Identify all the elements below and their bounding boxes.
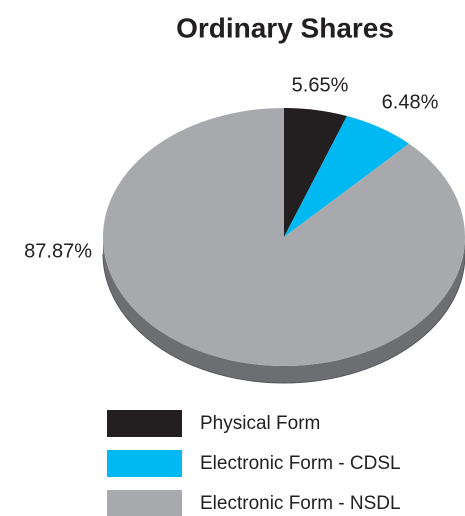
pie-side-edge bbox=[102, 253, 465, 384]
chart-title: Ordinary Shares bbox=[176, 12, 394, 43]
data-label: 6.48% bbox=[382, 91, 439, 113]
legend-swatch bbox=[107, 410, 182, 437]
legend-label: Physical Form bbox=[200, 413, 320, 434]
legend-swatch bbox=[107, 450, 182, 477]
legend-swatch bbox=[107, 490, 182, 516]
data-label: 87.87% bbox=[24, 240, 92, 262]
legend-label: Electronic Form - NSDL bbox=[200, 493, 401, 514]
pie-slice bbox=[284, 116, 409, 237]
legend-label: Electronic Form - CDSL bbox=[200, 453, 401, 474]
pie-slice bbox=[284, 108, 347, 237]
pie-slice bbox=[103, 108, 465, 366]
data-label: 5.65% bbox=[292, 74, 349, 96]
